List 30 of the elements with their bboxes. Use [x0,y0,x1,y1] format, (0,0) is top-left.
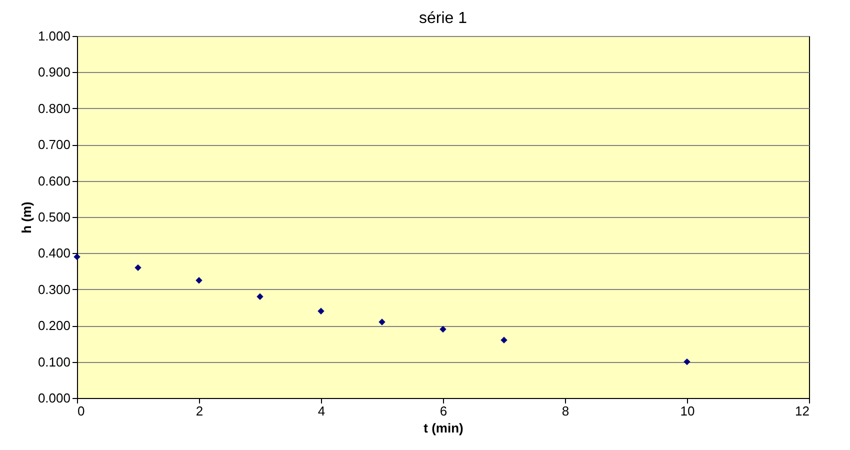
y-tick-label: 0.100 [38,354,70,370]
y-tick-label: 0.400 [38,246,70,261]
point [318,308,324,314]
y-tick-label: 0.900 [38,64,70,80]
y-tick-label: 0.800 [38,100,70,116]
point [74,253,80,260]
y-tick-label: 0.000 [38,390,70,406]
y-tick-label: 0.500 [38,210,70,224]
point [500,336,508,344]
point [196,276,202,284]
x-tick-label: 2 [196,404,204,418]
y-axis-title: h (m) [18,202,34,234]
point [440,326,446,333]
x-tick-label: 8 [562,404,570,418]
y-tick-label: 1.000 [38,28,70,44]
x-tick-label: 6 [440,404,448,418]
x-tick-label: 4 [318,404,326,418]
point [256,293,264,300]
chart-title: série 1 [418,10,468,27]
x-tick-label: 0 [78,404,85,418]
y-tick-label: 0.300 [38,282,70,297]
point [378,318,386,326]
x-tick-label: 10 [680,404,695,418]
x-tick-label: 12 [795,404,810,418]
point [134,264,142,272]
y-tick-label: 0.200 [38,318,70,334]
y-tick-label: 0.700 [38,137,70,152]
x-axis-title: t (min) [424,420,464,436]
y-tick-label: 0.600 [38,173,70,188]
point [684,358,690,366]
